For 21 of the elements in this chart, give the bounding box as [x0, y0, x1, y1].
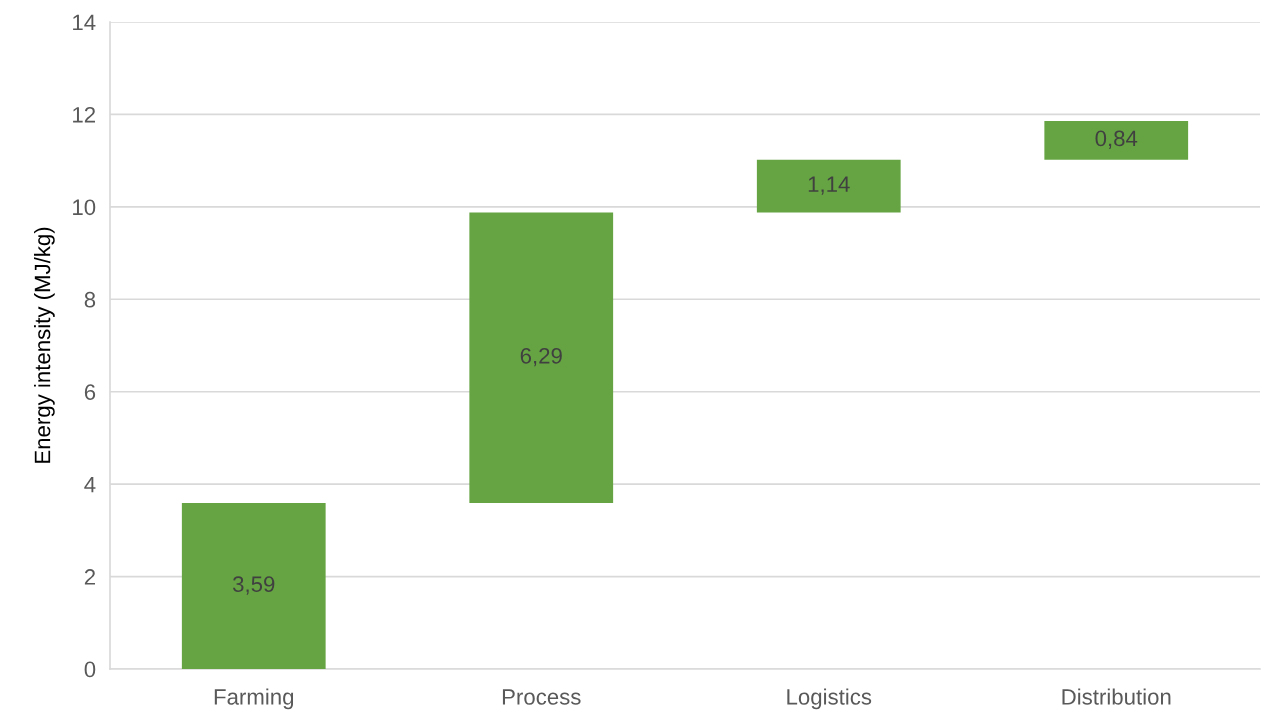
bar: [1044, 120, 1189, 160]
x-tick-label: Farming: [214, 688, 294, 710]
data-label: 3,59: [232, 576, 275, 595]
x-tick-label: Distribution: [1062, 688, 1171, 705]
y-tick-label: 0: [84, 661, 96, 678]
bar: [469, 212, 614, 504]
data-label: 0,84: [1095, 130, 1138, 149]
y-tick-label: 10: [73, 199, 96, 216]
y-tick-label: 6: [84, 384, 96, 400]
bar: [181, 503, 326, 669]
y-tick-label: 2: [84, 569, 95, 585]
data-label: 6,29: [520, 347, 562, 367]
x-tick-label: Logistics: [787, 688, 872, 710]
y-tick-label: 8: [84, 291, 96, 308]
data-label: 1,14: [808, 176, 850, 195]
x-tick-label: Process: [502, 689, 581, 705]
y-tick-label: 4: [84, 476, 96, 493]
y-tick-label: 14: [73, 14, 96, 31]
bar: [756, 159, 901, 213]
y-axis-title: Energy intensity (MJ/kg): [34, 227, 55, 463]
y-tick-label: 12: [73, 106, 95, 123]
